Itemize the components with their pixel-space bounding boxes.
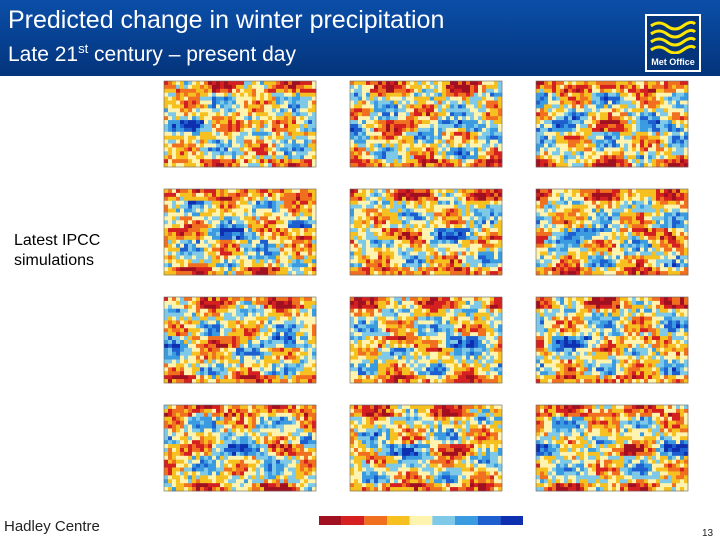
precip-map-panel xyxy=(535,404,689,492)
precip-map-panel xyxy=(349,188,503,276)
precip-map-panel xyxy=(349,80,503,168)
legend-swatch xyxy=(455,516,478,525)
precip-map-panel xyxy=(535,296,689,384)
legend-swatch xyxy=(319,516,342,525)
slide-subtitle: Late 21st century – present day xyxy=(8,41,296,67)
precip-map-panel xyxy=(163,80,317,168)
subtitle-start: Late 21 xyxy=(8,43,79,66)
precip-map-panel xyxy=(535,80,689,168)
precip-map-panel xyxy=(535,188,689,276)
legend-swatch xyxy=(477,516,501,525)
side-label: Latest IPCC simulations xyxy=(14,231,100,271)
side-label-line1: Latest IPCC xyxy=(14,232,101,249)
legend-swatch xyxy=(341,516,365,525)
side-label-line2: simulations xyxy=(14,252,95,269)
precip-map-panel xyxy=(349,404,503,492)
met-office-logo: Met Office xyxy=(645,14,701,72)
legend-swatch xyxy=(387,516,410,525)
logo-text: Met Office xyxy=(651,57,695,67)
legend-swatch xyxy=(409,516,433,525)
subtitle-superscript: st xyxy=(78,41,89,56)
precip-map-panel xyxy=(163,404,317,492)
slide-header: Predicted change in winter precipitation… xyxy=(0,0,720,76)
map-grid xyxy=(136,76,694,508)
precip-map-panel xyxy=(163,188,317,276)
subtitle-end: century – present day xyxy=(88,43,296,66)
colour-scale-legend xyxy=(318,514,524,538)
precip-map-panel xyxy=(349,296,503,384)
page-number: 13 xyxy=(702,528,714,539)
legend-bar xyxy=(319,516,523,525)
legend-swatch xyxy=(364,516,387,525)
legend-swatch xyxy=(432,516,455,525)
legend-swatch xyxy=(500,516,523,525)
waves-icon xyxy=(650,20,697,54)
precip-map-panel xyxy=(163,296,317,384)
slide-title: Predicted change in winter precipitation xyxy=(8,6,445,34)
footer-organisation: Hadley Centre xyxy=(4,518,100,535)
